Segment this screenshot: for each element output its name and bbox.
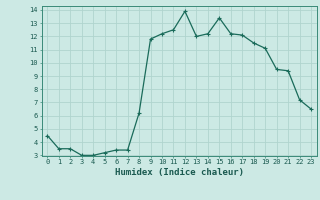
X-axis label: Humidex (Indice chaleur): Humidex (Indice chaleur) <box>115 168 244 177</box>
